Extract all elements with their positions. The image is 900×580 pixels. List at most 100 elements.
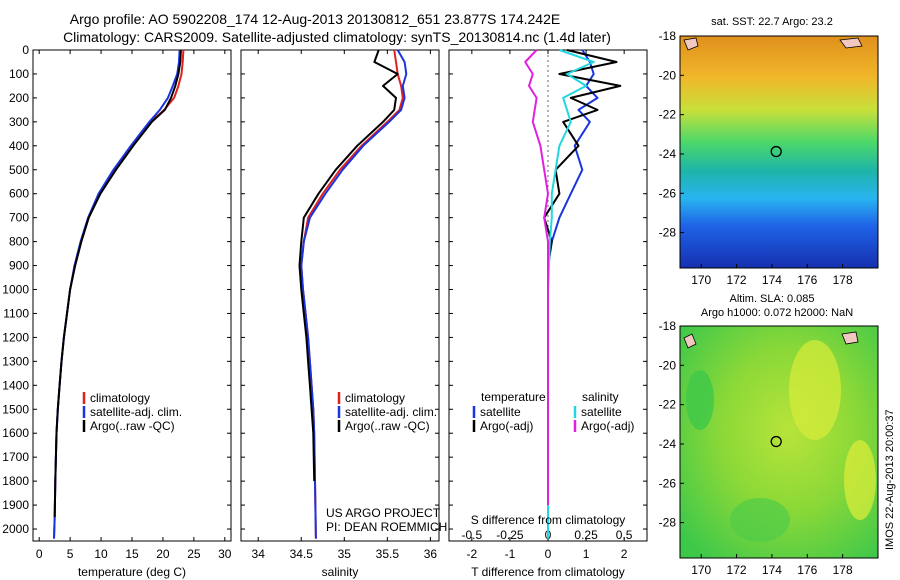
- series-line-argo-adj: [543, 49, 622, 362]
- salinity-legend: climatology satellite-adj. clim. Argo(..…: [337, 391, 437, 433]
- sla-map-title-line2: Argo h1000: 0.072 h2000: NaN: [701, 307, 853, 319]
- legend-label-t-satellite: satellite: [480, 405, 521, 419]
- land-patch: [683, 37, 699, 51]
- y-tick-label: -22: [659, 398, 677, 412]
- y-tick-label: -26: [659, 476, 677, 490]
- y-tick-label: 1000: [2, 283, 29, 297]
- x-tick-label: -2: [467, 547, 478, 561]
- legend-label-climatology: climatology: [345, 391, 405, 405]
- s-diff-tick-label: 0.25: [574, 528, 598, 542]
- y-tick-label: 1500: [2, 402, 29, 416]
- imos-timestamp: IMOS 22-Aug-2013 20:00:37: [884, 409, 896, 550]
- x-tick-label: 20: [156, 547, 170, 561]
- header-line1: Argo profile: AO 5902208_174 12-Aug-2013…: [70, 11, 560, 27]
- sla-map-title-line1: Altim. SLA: 0.085: [730, 293, 815, 305]
- x-tick-label: 174: [762, 273, 782, 287]
- s-diff-tick-label: -0.25: [496, 528, 524, 542]
- legend-label-climatology: climatology: [90, 391, 150, 405]
- y-tick-label: 1300: [2, 354, 29, 368]
- x-tick-label: 178: [833, 273, 853, 287]
- legend-label-t-argo: Argo(-adj): [480, 419, 533, 433]
- x-tick-label: 172: [727, 273, 747, 287]
- series-line-argo-raw-qc: [53, 49, 182, 518]
- legend-label-s-satellite: satellite: [581, 405, 622, 419]
- x-tick-label: 15: [125, 547, 139, 561]
- y-tick-label: -24: [659, 437, 677, 451]
- y-tick-label: 1600: [2, 426, 29, 440]
- temperature-panel: 0100200300400500600700800900100011001200…: [2, 43, 232, 561]
- y-tick-label: -18: [659, 29, 677, 43]
- x-tick-label: 178: [833, 563, 853, 577]
- sla-map-frame: [679, 325, 879, 559]
- legend-label-satellite: satellite-adj. clim.: [345, 405, 437, 419]
- difference-legend: temperature salinity satellite Argo(-adj…: [472, 390, 634, 433]
- x-tick-label: -1: [505, 547, 516, 561]
- y-tick-label: -20: [659, 68, 677, 82]
- difference-panel: -2 -1 0 1 2-0.5 -0.25 0 0.25 0.5: [449, 49, 647, 561]
- sla-blob: [730, 498, 790, 542]
- y-tick-label: 2000: [2, 522, 29, 536]
- y-tick-label: 1700: [2, 450, 29, 464]
- y-tick-label: 300: [9, 115, 29, 129]
- x-tick-label: 170: [691, 563, 711, 577]
- x-tick-label: 170: [691, 273, 711, 287]
- x-tick-label: 34: [252, 547, 266, 561]
- temperature-legend: climatology satellite-adj. clim. Argo(..…: [82, 391, 182, 433]
- y-tick-label: 400: [9, 139, 29, 153]
- x-tick-label: 0: [36, 547, 43, 561]
- series-line-satellite: [547, 49, 595, 539]
- t-difference-xlabel: T difference from climatology: [471, 565, 625, 579]
- sst-map-frame: [679, 35, 879, 269]
- series-line-satellite-adj-clim: [300, 49, 408, 539]
- x-tick-label: 25: [187, 547, 201, 561]
- x-tick-label: 2: [621, 547, 628, 561]
- series-line-argo-adj: [524, 49, 549, 506]
- x-tick-label: 172: [727, 563, 747, 577]
- s-diff-tick-label: -0.5: [462, 528, 483, 542]
- salinity-plot-frame: [240, 49, 440, 542]
- y-tick-label: 1100: [3, 306, 29, 320]
- argo-location-marker: [770, 145, 782, 158]
- x-tick-label: 35: [338, 547, 352, 561]
- y-tick-label: 1200: [2, 330, 29, 344]
- sla-blob: [686, 370, 714, 430]
- land-patch: [841, 331, 859, 345]
- series-line-satellite-adj-clim: [53, 49, 181, 539]
- project-annotation: US ARGO PROJECT: [326, 506, 441, 520]
- y-tick-label: 700: [9, 211, 29, 225]
- temperature-plot-frame: [32, 49, 232, 542]
- y-tick-label: 800: [9, 235, 29, 249]
- y-tick-label: -26: [659, 186, 677, 200]
- legend-label-argo: Argo(..raw -QC): [90, 419, 175, 433]
- y-tick-label: 900: [9, 259, 29, 273]
- pi-annotation: PI: DEAN ROEMMICH: [326, 520, 447, 534]
- x-tick-label: 176: [797, 273, 817, 287]
- series-line-argo-raw-qc: [298, 49, 399, 482]
- y-tick-label: -22: [659, 108, 677, 122]
- x-tick-label: 5: [67, 547, 74, 561]
- argo-location-marker: [770, 435, 782, 448]
- y-tick-label: 100: [9, 67, 29, 81]
- land-patch: [683, 333, 697, 349]
- legend-header-temperature: temperature: [481, 390, 546, 404]
- series-line-satellite: [547, 49, 599, 539]
- y-tick-label: -28: [659, 516, 677, 530]
- y-tick-label: 500: [9, 163, 29, 177]
- y-tick-label: 1400: [2, 378, 29, 392]
- y-tick-label: -20: [659, 358, 677, 372]
- x-tick-label: 10: [94, 547, 108, 561]
- s-diff-tick-label: 0.5: [616, 528, 633, 542]
- x-tick-label: 36: [424, 547, 438, 561]
- y-tick-label: 1800: [2, 474, 29, 488]
- series-line-climatology: [53, 49, 185, 539]
- sla-blob: [789, 340, 841, 440]
- x-tick-label: 35.5: [376, 547, 400, 561]
- sst-map-axes: 170 172 174 176 178 -18 -20 -22 -24 -26 -28: [659, 29, 853, 287]
- salinity-xlabel: salinity: [322, 565, 359, 579]
- x-tick-label: 30: [218, 547, 232, 561]
- salinity-panel: 34 34.5 35 35.5 36: [241, 49, 439, 561]
- y-tick-label: 1900: [2, 498, 29, 512]
- x-tick-label: 174: [762, 563, 782, 577]
- x-tick-label: 176: [797, 563, 817, 577]
